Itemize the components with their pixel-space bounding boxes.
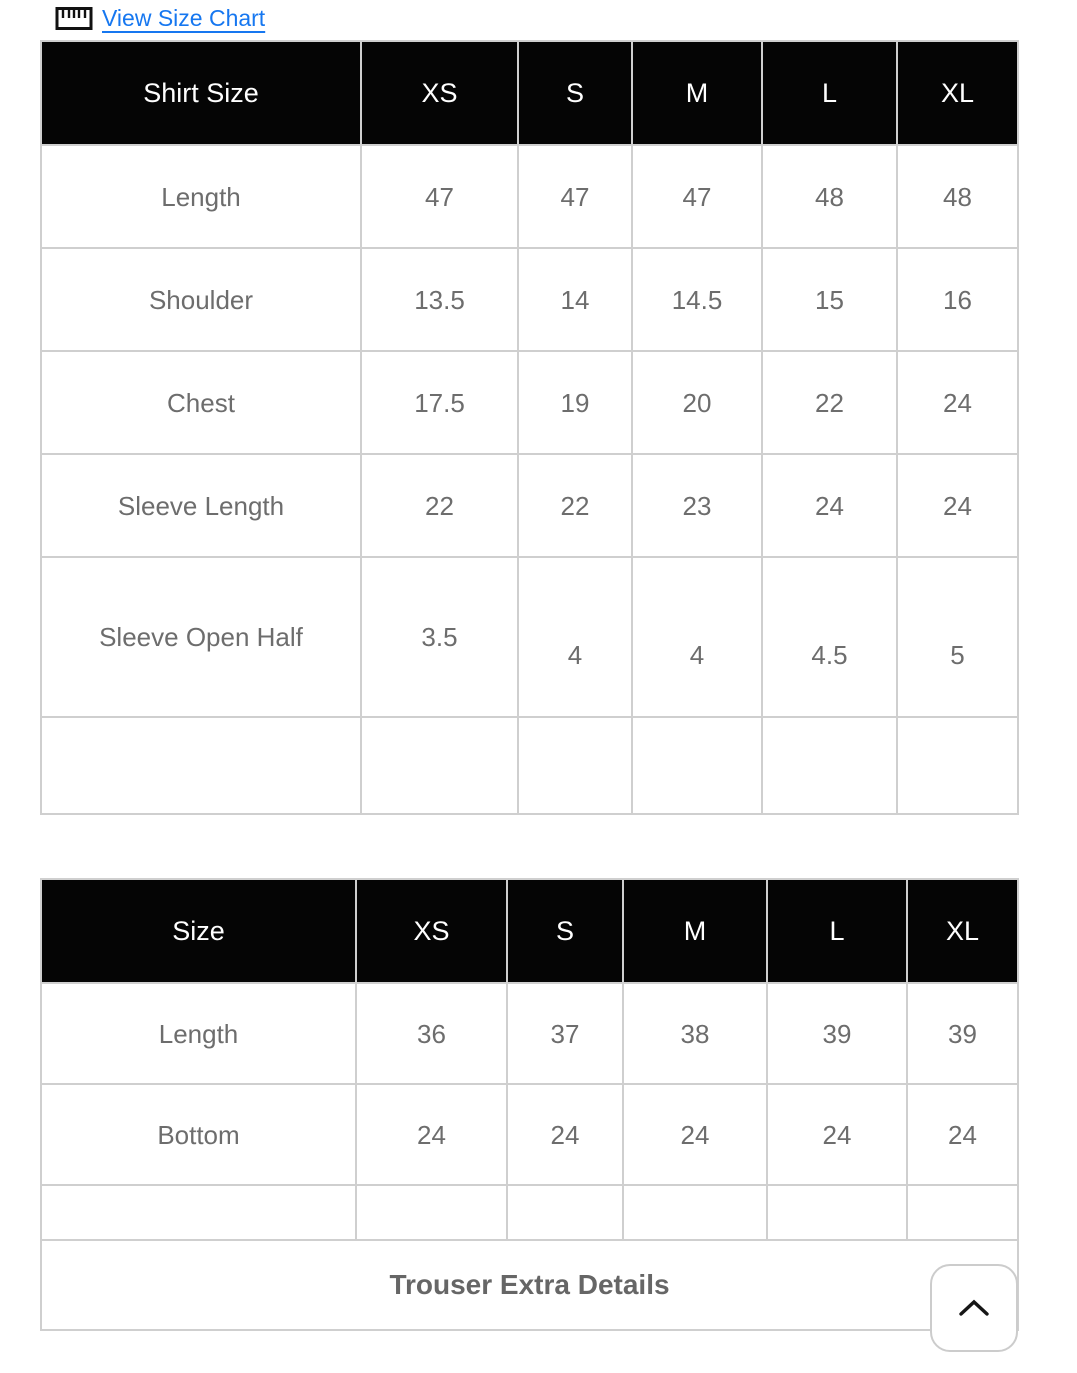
table-row: Sleeve Length 22 22 23 24 24: [40, 453, 1019, 558]
size-value-cell: 36: [355, 982, 508, 1085]
size-value-cell: 24: [896, 453, 1019, 558]
size-value-cell: [906, 1184, 1019, 1241]
size-value-cell: 24: [761, 453, 898, 558]
trouser-table-header-cell: Size: [40, 878, 357, 984]
table-row: Sleeve Open Half 3.5 4 4 4.5 5: [40, 556, 1019, 718]
table-row: Bottom 24 24 24 24 24: [40, 1083, 1019, 1186]
trouser-size-table: Size XS S M L XL Length 36 37 38 39 39 B…: [40, 878, 1019, 1331]
trouser-extra-details-footer: Trouser Extra Details: [40, 1239, 1019, 1331]
size-value-cell: 47: [631, 144, 763, 249]
row-label-cell: Bottom: [40, 1083, 357, 1186]
size-value-cell: 22: [517, 453, 633, 558]
size-value-cell: [761, 716, 898, 815]
size-value-cell: 4: [631, 556, 763, 718]
size-value-cell: 17.5: [360, 350, 519, 455]
table-row: Length 36 37 38 39 39: [40, 982, 1019, 1085]
row-label-cell: Length: [40, 144, 362, 249]
size-value-cell: [622, 1184, 768, 1241]
row-label-cell: Sleeve Length: [40, 453, 362, 558]
size-value-cell: [631, 716, 763, 815]
size-value-cell: 5: [896, 556, 1019, 718]
shirt-size-table: Shirt Size XS S M L XL Length 47 47 47 4…: [40, 40, 1019, 815]
row-label-cell: Shoulder: [40, 247, 362, 352]
size-value-cell: [360, 716, 519, 815]
size-value-cell: [766, 1184, 908, 1241]
size-value-cell: 38: [622, 982, 768, 1085]
size-value-cell: 16: [896, 247, 1019, 352]
size-value-cell: [517, 716, 633, 815]
shirt-table-header-cell: S: [517, 40, 633, 146]
shirt-table-header-cell: XL: [896, 40, 1019, 146]
view-size-chart-link[interactable]: View Size Chart: [102, 5, 266, 31]
trouser-table-header-cell: M: [622, 878, 768, 984]
table-row: Chest 17.5 19 20 22 24: [40, 350, 1019, 455]
trouser-table-header-row: Size XS S M L XL: [40, 878, 1019, 984]
size-value-cell: 14.5: [631, 247, 763, 352]
row-label-cell: [40, 716, 362, 815]
shirt-table-header-cell: XS: [360, 40, 519, 146]
shirt-table-header-cell: Shirt Size: [40, 40, 362, 146]
size-value-cell: 3.5: [360, 556, 519, 718]
size-value-cell: 24: [506, 1083, 624, 1186]
size-value-cell: 47: [360, 144, 519, 249]
size-value-cell: 37: [506, 982, 624, 1085]
scroll-to-top-button[interactable]: [930, 1264, 1018, 1352]
row-label-cell: Length: [40, 982, 357, 1085]
row-label-cell: Chest: [40, 350, 362, 455]
table-row: Length 47 47 47 48 48: [40, 144, 1019, 249]
table-row: [40, 1184, 1019, 1241]
row-label-cell: [40, 1184, 357, 1241]
size-value-cell: 24: [355, 1083, 508, 1186]
row-label-cell: Sleeve Open Half: [40, 556, 362, 718]
chevron-up-icon: [957, 1298, 991, 1318]
size-value-cell: 19: [517, 350, 633, 455]
ruler-icon: [55, 6, 93, 31]
shirt-table-header-cell: L: [761, 40, 898, 146]
size-value-cell: 24: [622, 1083, 768, 1186]
size-value-cell: 24: [766, 1083, 908, 1186]
trouser-table-header-cell: S: [506, 878, 624, 984]
shirt-table-header-cell: M: [631, 40, 763, 146]
size-value-cell: 22: [360, 453, 519, 558]
trouser-table-header-cell: XL: [906, 878, 1019, 984]
view-size-chart-bar: View Size Chart: [55, 3, 265, 33]
size-value-cell: 14: [517, 247, 633, 352]
size-value-cell: [355, 1184, 508, 1241]
size-value-cell: 39: [766, 982, 908, 1085]
size-value-cell: 22: [761, 350, 898, 455]
size-value-cell: 24: [906, 1083, 1019, 1186]
table-footer-row: Trouser Extra Details: [40, 1239, 1019, 1331]
size-value-cell: 47: [517, 144, 633, 249]
size-value-cell: [896, 716, 1019, 815]
size-value-cell: 4: [517, 556, 633, 718]
trouser-table-header-cell: L: [766, 878, 908, 984]
size-value-cell: [506, 1184, 624, 1241]
size-value-cell: 23: [631, 453, 763, 558]
size-value-cell: 15: [761, 247, 898, 352]
size-value-cell: 24: [896, 350, 1019, 455]
size-value-cell: 20: [631, 350, 763, 455]
size-value-cell: 4.5: [761, 556, 898, 718]
shirt-table-header-row: Shirt Size XS S M L XL: [40, 40, 1019, 146]
table-row: Shoulder 13.5 14 14.5 15 16: [40, 247, 1019, 352]
size-value-cell: 48: [896, 144, 1019, 249]
size-value-cell: 13.5: [360, 247, 519, 352]
table-row: [40, 716, 1019, 815]
trouser-table-header-cell: XS: [355, 878, 508, 984]
size-value-cell: 48: [761, 144, 898, 249]
size-value-cell: 39: [906, 982, 1019, 1085]
